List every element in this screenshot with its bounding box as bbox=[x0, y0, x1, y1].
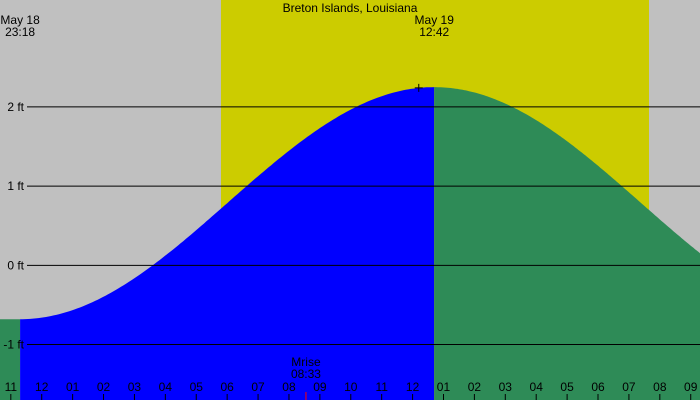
x-tick-label: 05 bbox=[190, 380, 204, 394]
chart-title: Breton Islands, Louisiana bbox=[283, 1, 418, 15]
y-tick-label: 2 ft bbox=[7, 100, 24, 114]
x-tick-label: 08 bbox=[653, 380, 667, 394]
x-tick-label: 09 bbox=[684, 380, 698, 394]
x-tick-label: 11 bbox=[375, 380, 388, 394]
x-tick-label: 07 bbox=[251, 380, 265, 394]
y-tick-label: 0 ft bbox=[7, 258, 24, 272]
low-tide-date: May 18 bbox=[0, 13, 40, 27]
x-tick-label: 04 bbox=[530, 380, 544, 394]
moonrise-time: 08:33 bbox=[291, 367, 321, 381]
low-tide-time: 23:18 bbox=[5, 25, 35, 39]
x-tick-label: 02 bbox=[97, 380, 111, 394]
x-tick-label: 03 bbox=[499, 380, 513, 394]
gridlines bbox=[27, 106, 700, 346]
high-tide-date: May 19 bbox=[415, 13, 455, 27]
x-axis-ticks: 11 12 01 02 03 04 05 06 07 08 09 10 11 12 01 02 03 04 05 06… bbox=[5, 380, 698, 400]
x-tick-label: 04 bbox=[159, 380, 173, 394]
high-tide-time: 12:42 bbox=[419, 25, 449, 39]
x-tick-label: 06 bbox=[591, 380, 605, 394]
y-axis-labels: 2 ft 1 ft 0 ft -1 ft bbox=[3, 100, 24, 352]
x-tick-label: 08 bbox=[282, 380, 296, 394]
x-tick-label: 01 bbox=[437, 380, 451, 394]
x-tick-label: 11 bbox=[5, 380, 18, 394]
x-tick-label: 05 bbox=[560, 380, 574, 394]
y-tick-label: 1 ft bbox=[7, 179, 24, 193]
x-tick-label: 10 bbox=[344, 380, 358, 394]
x-tick-label: 03 bbox=[128, 380, 142, 394]
x-tick-label: 12 bbox=[35, 380, 49, 394]
x-tick-label: 06 bbox=[220, 380, 234, 394]
x-tick-label: 09 bbox=[313, 380, 327, 394]
tide-area-before-low bbox=[0, 319, 21, 400]
x-tick-label: 07 bbox=[622, 380, 636, 394]
x-tick-label: 02 bbox=[468, 380, 482, 394]
tide-area-past bbox=[20, 87, 435, 400]
current-time-marker bbox=[414, 83, 423, 92]
tide-area-future bbox=[434, 87, 700, 400]
moonrise-label: Mrise bbox=[291, 355, 321, 369]
x-tick-label: 12 bbox=[406, 380, 420, 394]
y-tick-label: -1 ft bbox=[3, 338, 24, 352]
x-tick-label: 01 bbox=[66, 380, 80, 394]
